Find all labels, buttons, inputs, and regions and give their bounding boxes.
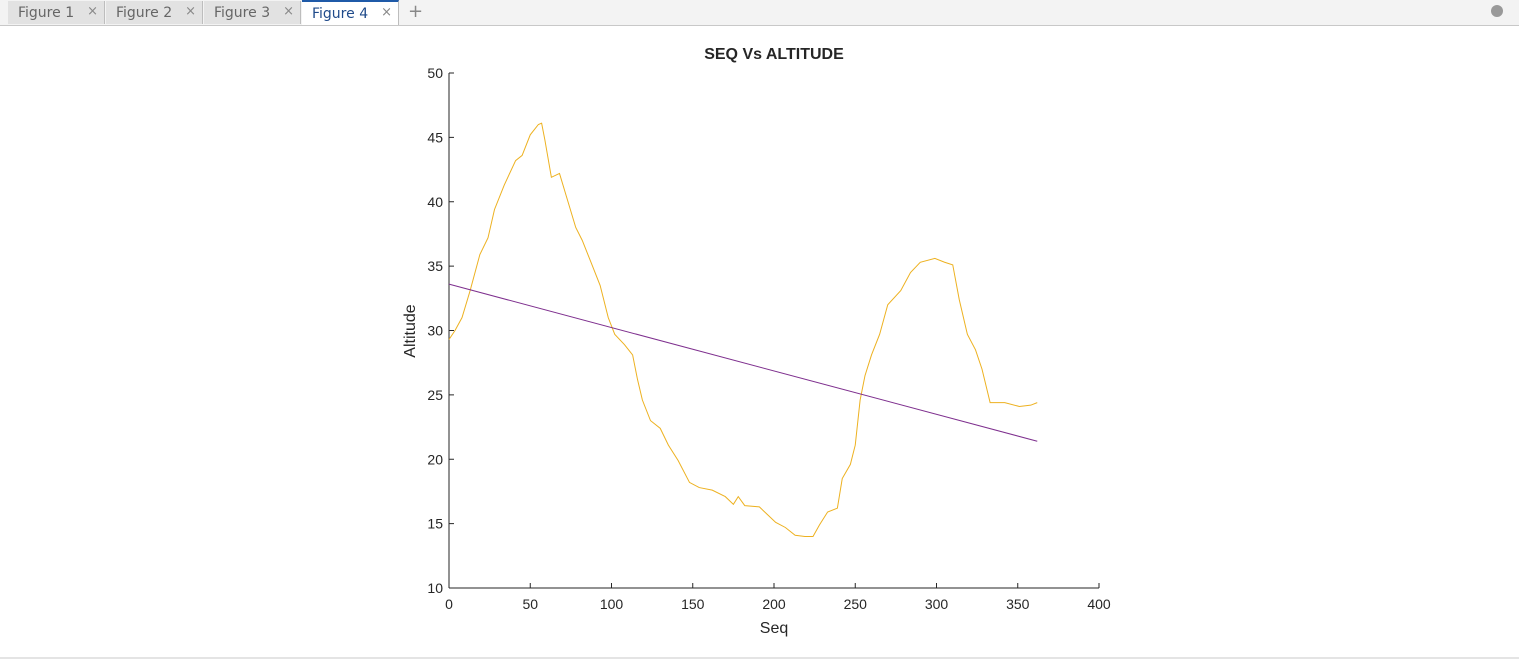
tab[interactable]: Figure 3 ×: [204, 1, 301, 24]
data-line: [448, 122, 1038, 537]
data-line: [448, 283, 1038, 442]
tab-label: Figure 3: [214, 5, 271, 21]
x-tick-label: 0: [445, 596, 453, 612]
y-tick-label: 50: [427, 65, 443, 81]
y-tick-label: 35: [427, 258, 443, 274]
tab[interactable]: Figure 2 ×: [106, 1, 203, 24]
x-tick-label: 400: [1087, 596, 1111, 612]
y-tick-label: 30: [427, 323, 443, 339]
x-tick-label: 100: [600, 596, 624, 612]
tab-label: Figure 4: [312, 6, 369, 22]
tab[interactable]: Figure 1 ×: [8, 1, 105, 24]
y-tick-label: 40: [427, 194, 443, 210]
tab-bar: Figure 1 × Figure 2 × Figure 3 × Figure 4 × …: [0, 0, 1519, 26]
y-tick-label: 25: [427, 387, 443, 403]
y-axis-label: Altitude: [402, 304, 419, 357]
x-tick-label: 50: [522, 596, 538, 612]
y-tick-label: 10: [427, 580, 443, 596]
x-tick-label: 250: [844, 596, 868, 612]
y-tick-label: 45: [427, 129, 443, 145]
x-tick-label: 350: [1006, 596, 1030, 612]
x-axis-label: Seq: [760, 620, 788, 637]
chart-title: SEQ Vs ALTITUDE: [704, 46, 844, 63]
tab-label: Figure 2: [116, 5, 173, 21]
chart: SEQ Vs ALTITUDE Seq Altitude 10 15 20 25 30 3…: [0, 46, 1519, 659]
x-tick-label: 300: [925, 596, 949, 612]
menu-button[interactable]: [1491, 5, 1503, 17]
y-tick-label: 20: [427, 451, 443, 467]
y-tick-label: 15: [427, 516, 443, 532]
x-tick-label: 150: [681, 596, 705, 612]
add-tab[interactable]: +: [408, 1, 424, 22]
x-tick-label: 200: [762, 596, 786, 612]
tab[interactable]: Figure 4 ×: [302, 0, 399, 25]
tab-label: Figure 1: [18, 5, 75, 21]
